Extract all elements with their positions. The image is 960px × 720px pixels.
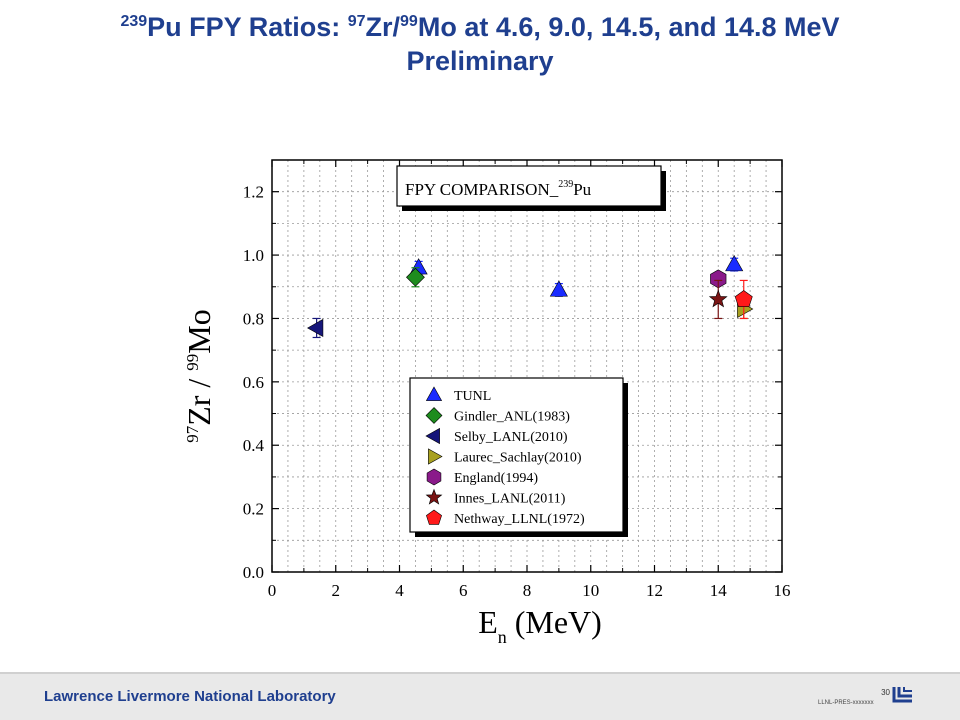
slide-title: 239Pu FPY Ratios: 97Zr/99Mo at 4.6, 9.0,…: [0, 10, 960, 78]
series-nethway-llnl-1972-: [734, 279, 753, 320]
legend-marker: [426, 509, 442, 525]
grid-lines: [271, 159, 783, 573]
y-tick-label: 1.0: [243, 246, 264, 265]
y-tick-label: 0.4: [243, 436, 265, 455]
x-axis-label-sub: n: [498, 627, 507, 647]
y-axis-label: 97Zr / 99Mo: [181, 309, 217, 443]
y-tick-label: 0.6: [243, 373, 264, 392]
page-number: 30: [881, 688, 890, 697]
chart-title-main: FPY COMPARISON_: [405, 180, 559, 199]
y-tick-label: 0.2: [243, 500, 264, 519]
chart-title-box: [396, 165, 662, 207]
x-tick-label: 14: [710, 581, 728, 600]
title-sup-97: 97: [347, 13, 366, 30]
legend-marker: [425, 386, 443, 401]
title-sup-239: 239: [120, 13, 148, 30]
y-tick-label: 1.2: [243, 183, 264, 202]
x-axis-label-main: E: [478, 604, 498, 640]
legend-label: Innes_LANL(2011): [454, 492, 566, 507]
legend-label: Nethway_LLNL(1972): [454, 512, 585, 527]
series-gindler-anl-1983-: [406, 267, 425, 288]
footer-lab-name: Lawrence Livermore National Laboratory: [44, 688, 336, 705]
llnl-logo-icon: [892, 687, 912, 703]
legend-marker: [428, 448, 443, 465]
footer-bar: [0, 672, 960, 720]
chart-title-text: FPY COMPARISON_239Pu: [405, 179, 592, 199]
series-selby-lanl-2010-: [307, 317, 324, 339]
title-text-1: Pu FPY Ratios:: [147, 12, 348, 42]
x-tick-label: 6: [459, 581, 468, 600]
legend-marker: [426, 468, 442, 486]
x-tick-label: 0: [268, 581, 277, 600]
title-line-2: Preliminary: [406, 46, 554, 76]
y-tick-label: 0.0: [243, 563, 264, 582]
title-text-3: Mo at 4.6, 9.0, 14.5, and 14.8 MeV: [417, 12, 840, 42]
series-tunl: [409, 254, 744, 297]
legend-label: England(1994): [454, 471, 538, 486]
data-point: [406, 267, 425, 287]
footer-divider: [0, 672, 960, 674]
legend-label: Gindler_ANL(1983): [454, 410, 570, 425]
data-point: [725, 254, 744, 272]
legend-label: Laurec_Sachlay(2010): [454, 451, 582, 466]
y-tick-label: 0.8: [243, 309, 264, 328]
x-tick-label: 4: [395, 581, 404, 600]
y-axis-label-zr: Zr /: [181, 371, 217, 426]
legend-marker: [425, 427, 440, 445]
chart-title-sup: 239: [558, 179, 573, 190]
series-innes-lanl-2011-: [708, 279, 728, 320]
document-id: LLNL-PRES-xxxxxxx: [818, 700, 874, 706]
y-axis-label-mo: Mo: [181, 309, 217, 353]
y-axis-label-sup1: 97: [183, 425, 202, 443]
x-tick-label: 16: [774, 581, 791, 600]
x-tick-label: 12: [646, 581, 663, 600]
legend-marker: [425, 488, 443, 505]
data-point: [734, 290, 753, 308]
x-axis-label: En (MeV): [478, 604, 602, 647]
data-point: [708, 289, 728, 308]
y-axis-label-sup2: 99: [183, 354, 202, 371]
title-text-2: Zr/: [365, 12, 401, 42]
chart-title-suffix: Pu: [573, 180, 591, 199]
x-axis-label-unit: (MeV): [507, 604, 602, 640]
x-tick-label: 10: [582, 581, 599, 600]
legend-box: [409, 377, 624, 533]
x-tick-label: 8: [523, 581, 532, 600]
title-sup-99: 99: [400, 13, 418, 30]
fpy-ratio-chart: 0 2 4 6 8 10 12 14 16 0.0 0.2 0.4 0.6 0.8 1.0 1.2 En (Me…: [181, 159, 791, 647]
legend-label: TUNL: [454, 389, 491, 404]
x-tick-label: 2: [332, 581, 341, 600]
title-line-1: 239Pu FPY Ratios: 97Zr/99Mo at 4.6, 9.0,…: [0, 10, 960, 44]
legend-marker: [425, 407, 443, 424]
data-point: [549, 280, 568, 297]
legend-label: Selby_LANL(2010): [454, 430, 568, 445]
data-point: [307, 318, 324, 338]
